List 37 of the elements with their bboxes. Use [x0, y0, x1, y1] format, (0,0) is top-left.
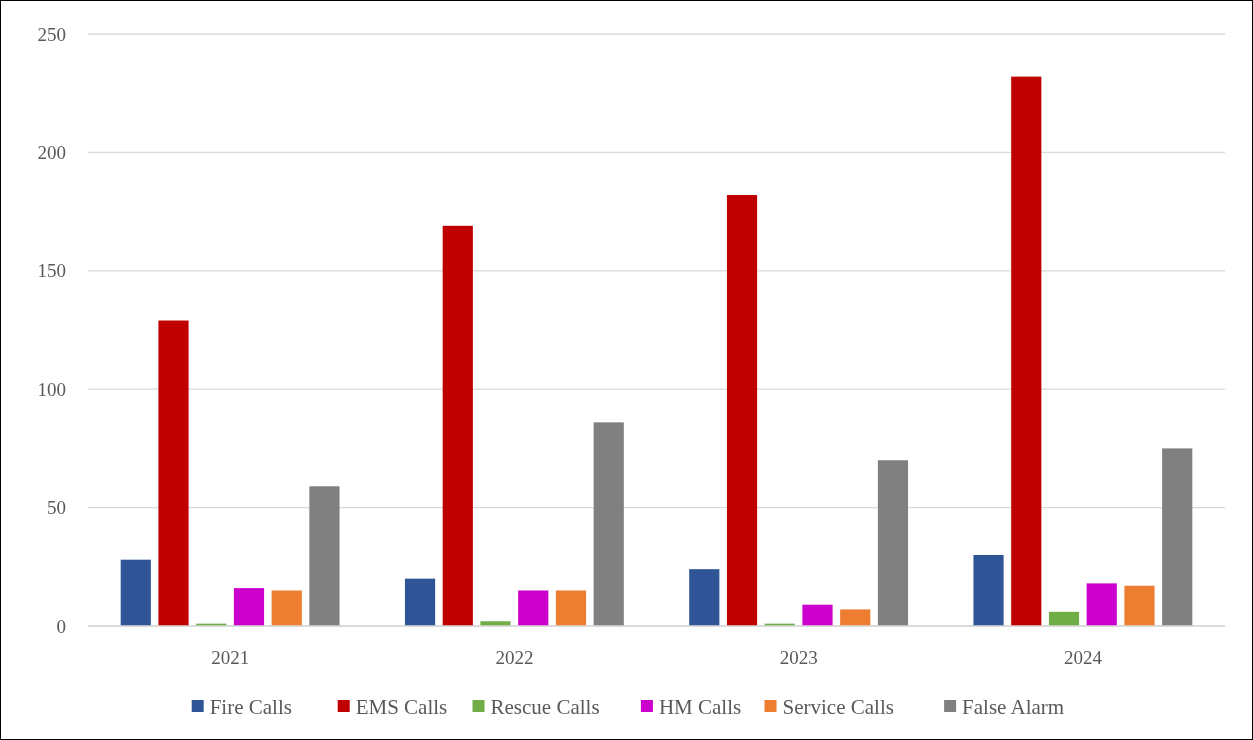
bar	[1162, 448, 1193, 626]
legend-label: Service Calls	[782, 695, 894, 720]
bar	[120, 559, 151, 626]
legend-label: Rescue Calls	[490, 695, 600, 720]
legend-label: False Alarm	[962, 695, 1065, 720]
x-tick-label: 2024	[1063, 647, 1103, 668]
legend-label: HM Calls	[658, 695, 742, 720]
bar	[689, 569, 720, 626]
bar	[1011, 76, 1042, 626]
bar	[309, 486, 340, 626]
bar	[158, 320, 189, 626]
y-tick-label: 50	[47, 497, 66, 519]
y-tick-label: 250	[37, 23, 66, 45]
bar	[555, 590, 587, 626]
bar	[518, 590, 549, 626]
bar	[1086, 583, 1117, 626]
bar	[1048, 611, 1080, 626]
bar	[233, 588, 265, 626]
bar	[802, 604, 833, 626]
x-tick-label: 2021	[211, 647, 250, 668]
bar	[442, 225, 473, 626]
legend-label: EMS Calls	[355, 695, 448, 720]
legend-label: Fire Calls	[209, 695, 292, 720]
x-tick-label: 2022	[495, 647, 534, 668]
x-tick-label: 2023	[779, 647, 818, 668]
bar	[271, 590, 302, 626]
bar	[726, 195, 758, 626]
y-tick-label: 150	[37, 260, 66, 282]
y-tick-label: 200	[37, 142, 66, 164]
bar	[840, 609, 871, 626]
bar	[973, 554, 1004, 626]
y-tick-label: 0	[56, 615, 66, 637]
bar	[593, 422, 624, 626]
bar	[877, 460, 909, 626]
bar	[404, 578, 436, 626]
bar	[1124, 585, 1155, 626]
y-tick-label: 100	[37, 378, 66, 400]
